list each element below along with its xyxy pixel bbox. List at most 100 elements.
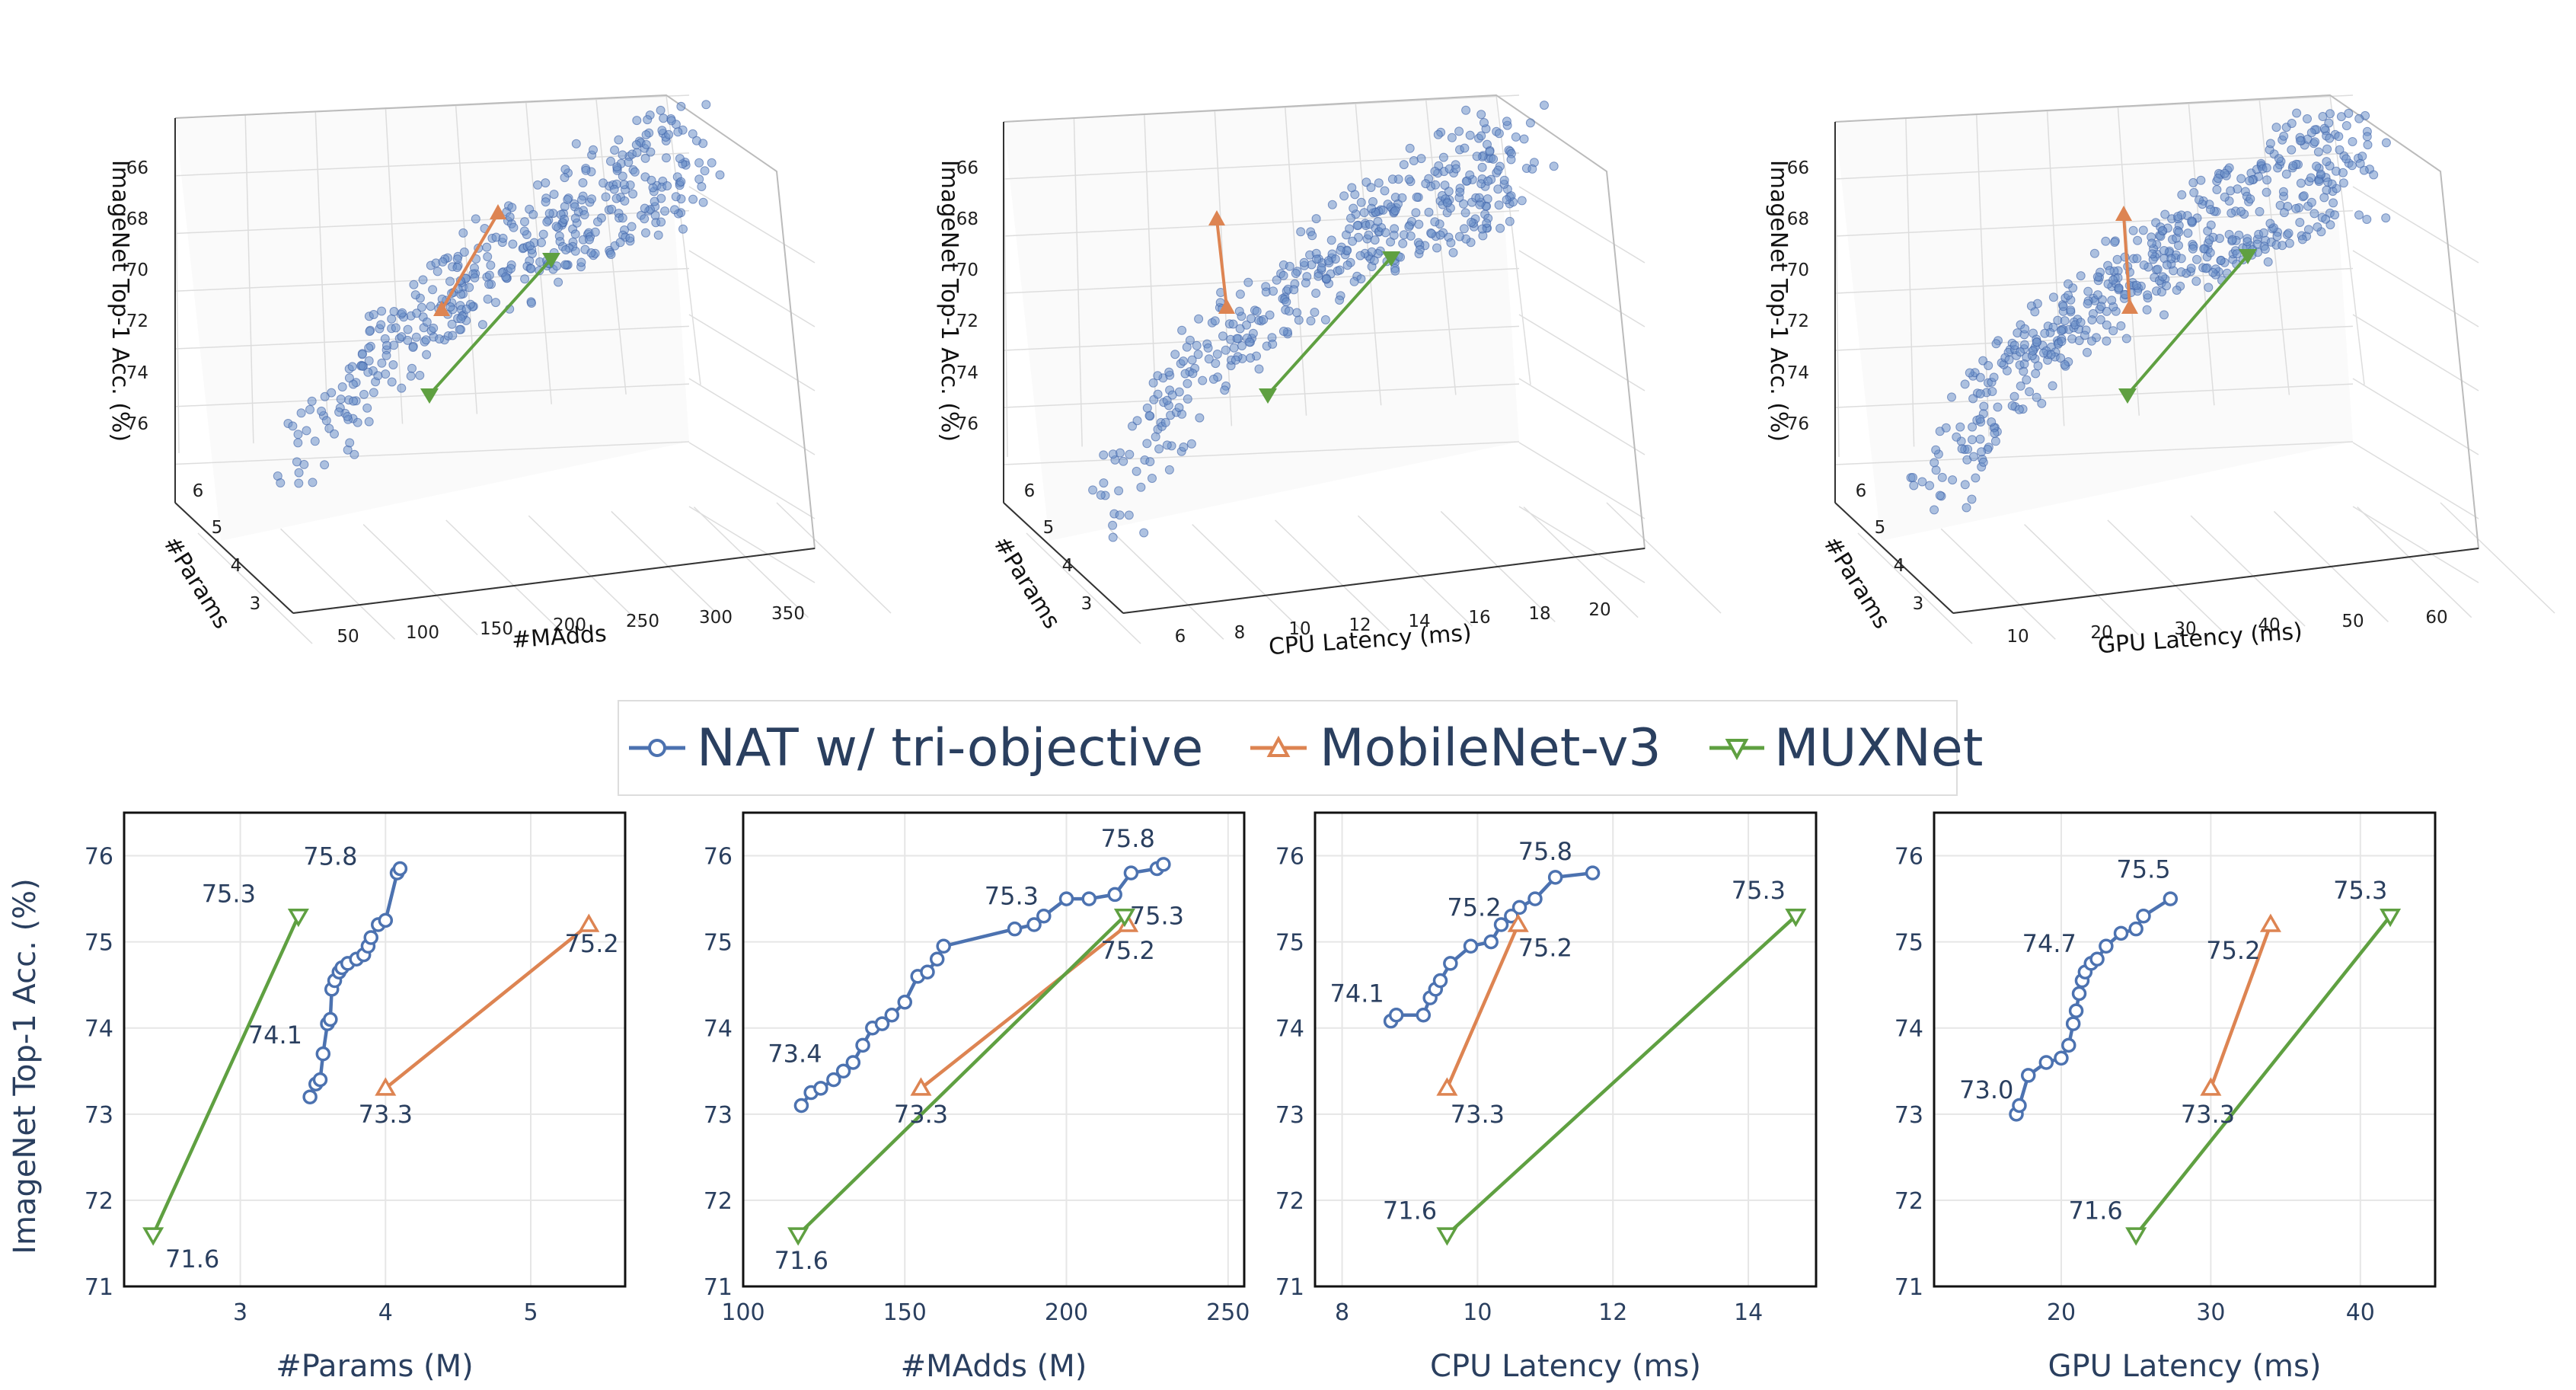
population-point: [2059, 302, 2067, 311]
population-point: [1116, 449, 1125, 457]
population-point: [1211, 317, 1219, 325]
population-point: [433, 267, 442, 276]
population-point: [529, 210, 538, 219]
x-tick-label: 10: [1463, 1299, 1492, 1326]
population-point: [1979, 458, 1987, 466]
population-point: [2076, 272, 2085, 280]
population-point: [1236, 290, 1244, 299]
population-point: [502, 273, 510, 281]
grid-line-side: [689, 251, 815, 327]
grid-line-floor: [528, 516, 643, 626]
population-point: [1961, 380, 1969, 388]
y-tick-label: 71: [704, 1274, 733, 1301]
population-point: [1431, 218, 1439, 226]
population-point: [1285, 262, 1294, 270]
population-point: [2278, 241, 2287, 250]
data-point-circle: [1125, 867, 1137, 879]
population-point: [2143, 291, 2152, 299]
population-point: [1441, 181, 1449, 190]
population-point: [410, 280, 418, 289]
data-point-circle: [394, 863, 406, 875]
population-point: [509, 223, 518, 232]
population-point: [1109, 533, 1117, 542]
population-point: [378, 359, 386, 367]
data-label: 75.3: [2333, 876, 2387, 905]
population-point: [607, 251, 615, 259]
data-point-circle: [1083, 893, 1095, 905]
grid-line-floor: [1358, 516, 1472, 626]
population-point: [563, 196, 572, 204]
grid-line-side: [1519, 443, 1645, 519]
population-point: [1348, 184, 1356, 192]
population-point: [591, 228, 599, 236]
population-point: [538, 238, 546, 247]
population-point: [2105, 267, 2114, 275]
population-point: [1154, 390, 1162, 398]
data-point-circle: [2091, 953, 2103, 965]
population-point: [1310, 308, 1319, 317]
population-point: [1484, 177, 1492, 185]
population-point: [389, 361, 397, 369]
population-point: [413, 309, 421, 318]
population-point: [1187, 439, 1195, 448]
population-point: [554, 278, 563, 286]
population-point: [276, 479, 285, 487]
population-point: [2029, 347, 2037, 355]
population-point: [665, 130, 673, 139]
population-point: [521, 218, 529, 226]
population-point: [459, 228, 468, 237]
x-tick-label: 300: [699, 608, 733, 628]
population-point: [404, 325, 412, 334]
population-point: [640, 204, 649, 212]
legend-circle-marker: [650, 740, 665, 756]
population-point: [577, 258, 586, 267]
population-point: [1942, 423, 1950, 432]
population-point: [2020, 359, 2029, 368]
y-tick-label: 74: [85, 1016, 113, 1043]
population-point: [1236, 324, 1244, 333]
data-point-circle: [1485, 936, 1497, 948]
grid-line-side: [2353, 379, 2479, 455]
population-point: [2102, 237, 2110, 245]
population-point: [423, 350, 431, 359]
data-point-circle: [847, 1056, 859, 1069]
population-point: [2057, 337, 2066, 346]
population-point: [302, 427, 311, 435]
population-point: [1452, 165, 1460, 173]
population-point: [416, 371, 424, 379]
population-point: [1133, 417, 1141, 425]
population-point: [2188, 244, 2197, 253]
population-point: [1507, 155, 1515, 164]
grid-line-floor: [2108, 520, 2222, 631]
y-tick-label: 4: [1894, 556, 1905, 576]
x-axis-label: CPU Latency (ms): [1430, 1349, 1701, 1384]
population-point: [2197, 176, 2205, 184]
population-point: [484, 253, 492, 261]
data-label: 73.3: [359, 1100, 413, 1129]
population-point: [1307, 317, 1315, 325]
population-point: [1496, 224, 1505, 232]
grid-line-side: [2353, 315, 2479, 391]
y-axis-label: #Params: [1818, 532, 1895, 634]
population-point: [1312, 289, 1320, 298]
population-point: [2325, 134, 2334, 142]
population-point: [1336, 266, 1344, 274]
population-point: [1178, 326, 1186, 334]
population-point: [1460, 225, 1468, 233]
population-point: [1269, 287, 1278, 296]
data-label: 75.2: [1518, 934, 1572, 963]
population-point: [671, 206, 679, 214]
population-point: [2163, 282, 2171, 290]
population-point: [1520, 135, 1528, 143]
population-point: [626, 234, 634, 242]
population-point: [602, 193, 610, 201]
population-point: [2038, 399, 2046, 407]
population-point: [2174, 212, 2182, 221]
population-point: [1219, 332, 1227, 340]
population-point: [348, 363, 356, 371]
population-point: [1918, 478, 1926, 486]
data-point-circle: [1529, 893, 1541, 905]
population-point: [398, 308, 407, 317]
population-point: [1194, 350, 1202, 359]
population-point: [2284, 229, 2293, 238]
